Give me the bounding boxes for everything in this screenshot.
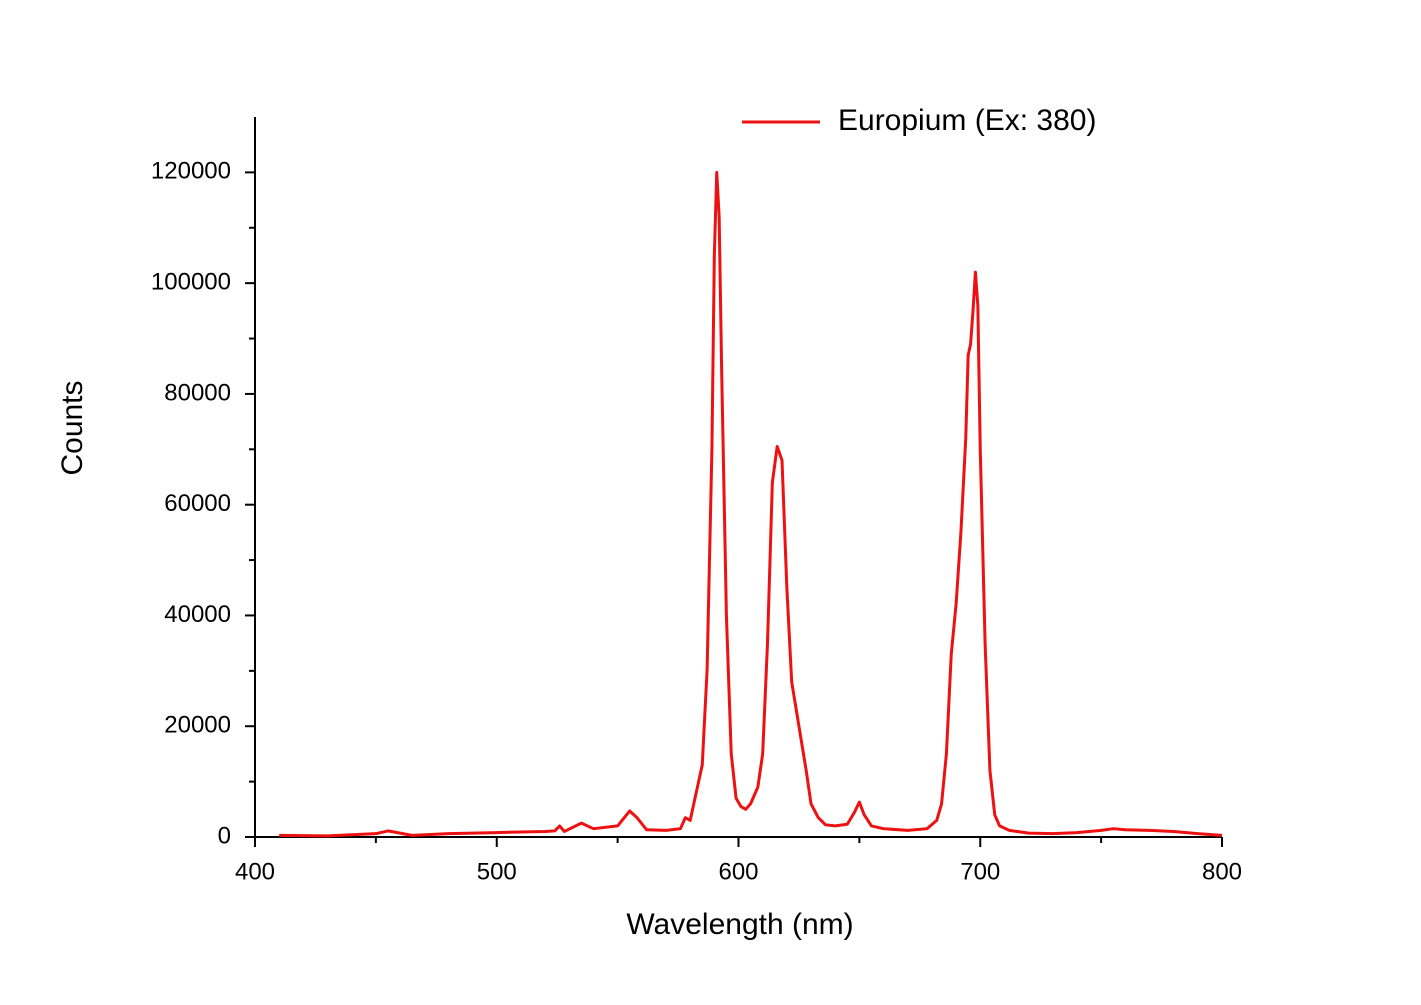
y-tick-label: 0 [218, 822, 231, 849]
x-tick-label: 600 [718, 858, 758, 885]
data-line [279, 170, 1223, 838]
y-axis-label: Counts [56, 380, 89, 475]
x-tick-label: 700 [960, 858, 1000, 885]
y-tick-label: 20000 [164, 712, 231, 739]
legend-label: Europium (Ex: 380) [838, 104, 1096, 137]
y-tick-label: 60000 [164, 490, 231, 517]
x-tick-label: 500 [477, 858, 517, 885]
x-tick-label: 800 [1202, 858, 1242, 885]
x-axis-label: Wavelength (nm) [626, 908, 853, 941]
y-tick-label: 40000 [164, 601, 231, 628]
y-tick-label: 120000 [151, 158, 231, 185]
y-tick-label: 80000 [164, 379, 231, 406]
x-tick-label: 400 [235, 858, 275, 885]
y-tick-label: 100000 [151, 268, 231, 295]
